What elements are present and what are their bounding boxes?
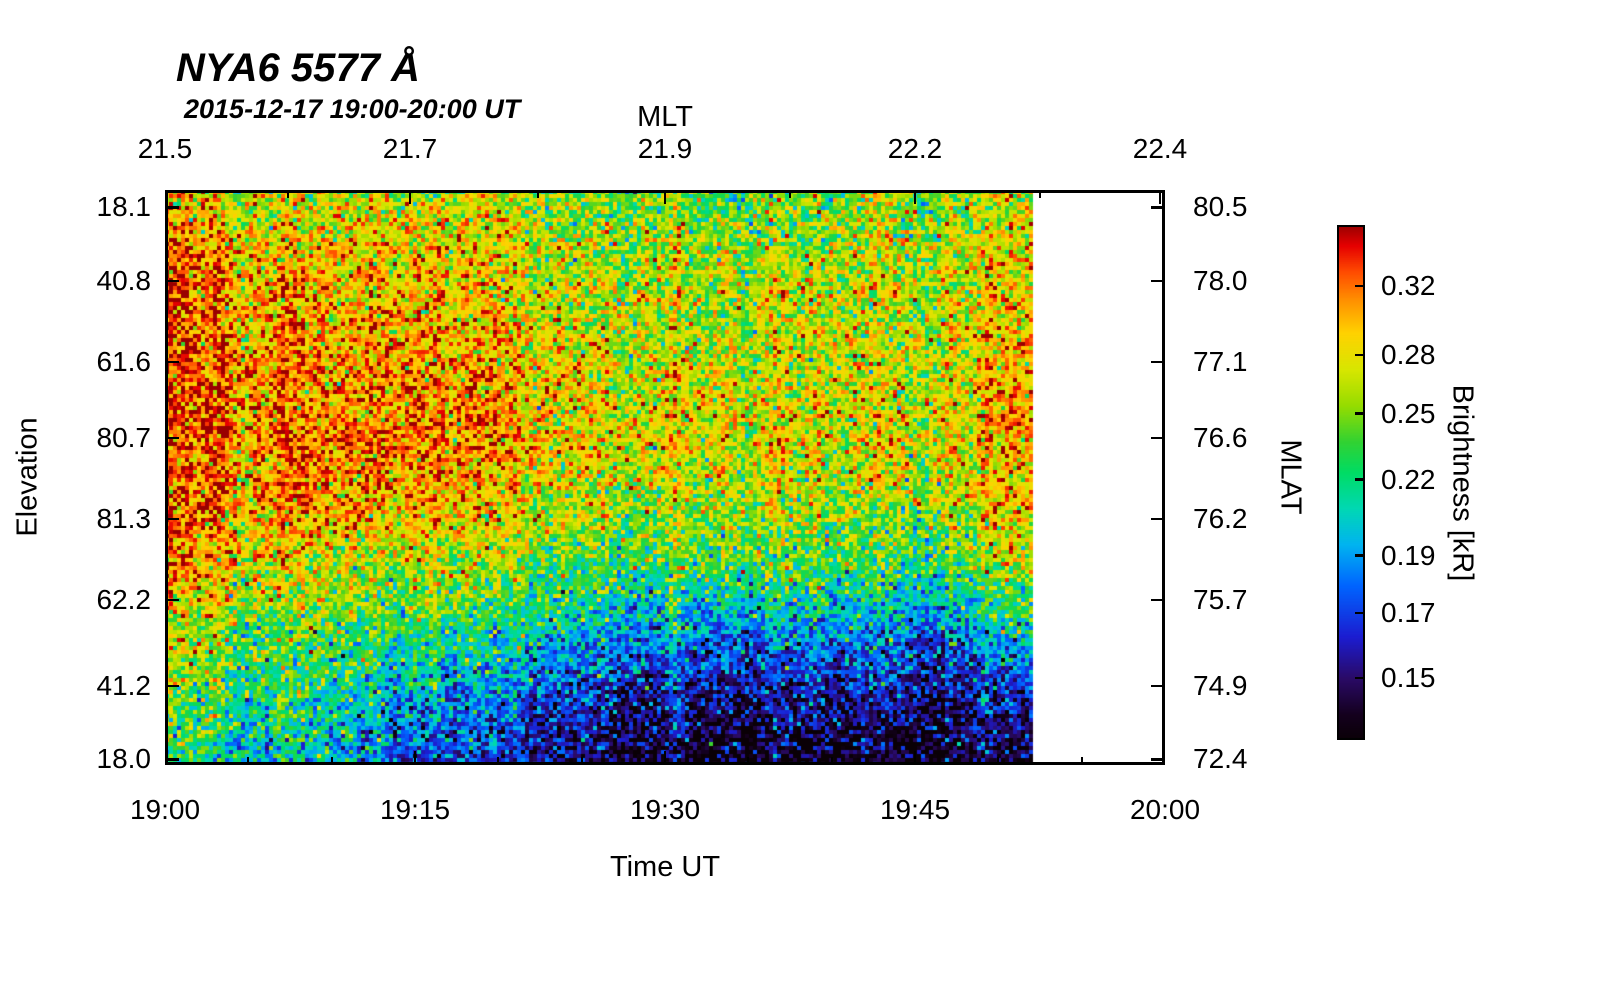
right-axis-tick [1151,206,1165,209]
top-axis-tick [408,190,412,204]
left-axis-tick [165,517,179,521]
left-axis-tick [165,436,179,440]
bottom-axis-minor-tick [247,757,250,765]
colorbar-title: Brightness [kR] [1446,384,1479,582]
chart-title: NYA6 5577 Å [176,46,420,90]
left-axis-tick [165,598,179,602]
mlt-tick-label: 22.4 [1132,133,1188,164]
elevation-tick-label: 81.3 [96,502,152,534]
colorbar-tick [1355,412,1365,415]
mlat-tick-label: 77.1 [1193,345,1248,377]
colorbar-tick [1355,284,1365,288]
colorbar-tick [1355,353,1365,357]
right-axis-tick [1151,436,1165,440]
colorbar-tick-label: 0.17 [1381,597,1436,629]
elevation-tick-label: 41.2 [96,670,152,702]
bottom-axis-minor-tick [330,757,333,765]
bottom-axis-minor-tick [580,757,583,765]
right-axis-title: MLAT [1274,439,1307,515]
right-axis-tick [1151,279,1165,283]
elevation-tick-label: 40.8 [96,264,152,296]
left-axis-tick [165,279,179,283]
colorbar-tick [1355,676,1365,680]
elevation-tick-label: 18.0 [96,743,152,775]
mlat-tick-label: 80.5 [1193,191,1248,223]
top-axis-title: MLT [637,101,693,133]
right-axis-tick [1151,517,1165,521]
colorbar-tick [1355,611,1365,615]
top-axis-minor-tick [286,190,289,198]
elevation-tick-label: 80.7 [96,421,152,453]
mlat-tick-label: 74.9 [1193,670,1248,702]
time-tick-label: 20:00 [1129,794,1201,825]
colorbar-tick-label: 0.15 [1381,661,1436,693]
time-tick-label: 19:15 [379,794,451,825]
top-axis-tick [1158,190,1162,204]
colorbar-tick-label: 0.25 [1381,397,1436,429]
right-axis-tick [1151,684,1165,688]
bottom-axis-minor-tick [1080,757,1083,765]
mlat-tick-label: 78.0 [1193,264,1248,296]
colorbar-tick [1355,478,1365,481]
bottom-axis-tick [663,751,667,765]
colorbar-tick-label: 0.22 [1381,463,1436,495]
bottom-axis-title: Time UT [609,851,721,883]
left-axis-tick [165,360,179,364]
right-axis-tick [1151,598,1165,602]
heatmap-canvas [165,190,1165,765]
colorbar-tick-label: 0.28 [1381,338,1436,370]
chart-subtitle: 2015-12-17 19:00-20:00 UT [184,94,521,124]
bottom-axis-minor-tick [830,757,833,765]
colorbar-tick [1355,554,1365,557]
colorbar-tick-label: 0.19 [1381,539,1436,571]
mlt-tick-label: 21.5 [137,133,193,164]
bottom-axis-minor-tick [497,757,500,765]
right-axis-tick [1151,360,1165,364]
colorbar-tick-label: 0.32 [1381,269,1436,301]
top-axis-tick [913,190,917,204]
top-axis-tick [663,190,667,204]
elevation-tick-label: 18.1 [96,191,152,223]
time-tick-label: 19:45 [879,794,951,825]
heatmap-plot-area [165,190,1165,765]
mlat-tick-label: 76.6 [1193,421,1248,453]
bottom-axis-minor-tick [997,757,1000,765]
colorbar-canvas [1337,225,1365,740]
top-axis-minor-tick [536,190,539,198]
time-tick-label: 19:00 [129,794,201,825]
colorbar [1337,225,1365,740]
elevation-tick-label: 61.6 [96,345,152,377]
elevation-tick-label: 62.2 [96,583,152,615]
bottom-axis-tick [913,751,917,765]
top-axis-minor-tick [789,190,791,198]
mlat-tick-label: 75.7 [1193,583,1248,615]
left-axis-title: Elevation [11,417,44,537]
mlat-tick-label: 72.4 [1193,743,1248,775]
bottom-axis-tick [413,751,417,765]
bottom-axis-minor-tick [747,757,750,765]
right-axis-tick [1151,758,1165,761]
time-tick-label: 19:30 [629,794,701,825]
left-axis-tick [165,206,179,209]
mlt-tick-label: 21.7 [382,133,438,164]
top-axis-minor-tick [1039,190,1041,198]
mlt-tick-label: 22.2 [887,133,943,164]
left-axis-tick [165,758,179,761]
mlat-tick-label: 76.2 [1193,502,1248,534]
top-axis-tick [165,190,167,204]
mlt-tick-label: 21.9 [637,133,693,164]
left-axis-tick [165,684,179,688]
